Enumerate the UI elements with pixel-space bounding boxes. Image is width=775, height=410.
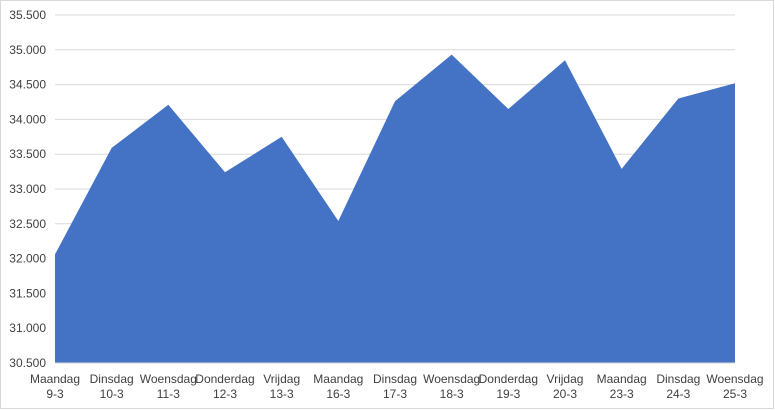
x-tick-label: Woensdag 11-3 — [140, 372, 197, 401]
x-tick-label: Dinsdag 10-3 — [90, 372, 134, 401]
y-tick-label: 30.500 — [9, 356, 46, 370]
x-tick-label: Vrijdag 20-3 — [547, 372, 584, 401]
y-tick-label: 33.000 — [9, 182, 46, 196]
y-tick-label: 34.000 — [9, 112, 46, 126]
x-tick-label: Donderdag 12-3 — [195, 372, 254, 401]
y-tick-label: 33.500 — [9, 147, 46, 161]
y-tick-label: 34.500 — [9, 78, 46, 92]
x-tick-label: Dinsdag 17-3 — [373, 372, 417, 401]
x-tick-label: Woensdag 18-3 — [423, 372, 480, 401]
x-tick-label: Vrijdag 13-3 — [263, 372, 300, 401]
y-tick-label: 31.500 — [9, 286, 46, 300]
area — [55, 54, 735, 364]
y-tick-label: 35.000 — [9, 43, 46, 57]
y-tick-label: 35.500 — [9, 8, 46, 22]
x-tick-label: Maandag 23-3 — [597, 372, 647, 401]
y-tick-label: 32.000 — [9, 252, 46, 266]
x-tick-label: Donderdag 19-3 — [479, 372, 538, 401]
x-tick-label: Woensdag 25-3 — [706, 372, 763, 401]
y-tick-label: 31.000 — [9, 321, 46, 335]
x-tick-label: Dinsdag 24-3 — [656, 372, 700, 401]
x-tick-label: Maandag 16-3 — [313, 372, 363, 401]
x-tick-label: Maandag 9-3 — [30, 372, 80, 401]
y-tick-label: 32.500 — [9, 217, 46, 231]
